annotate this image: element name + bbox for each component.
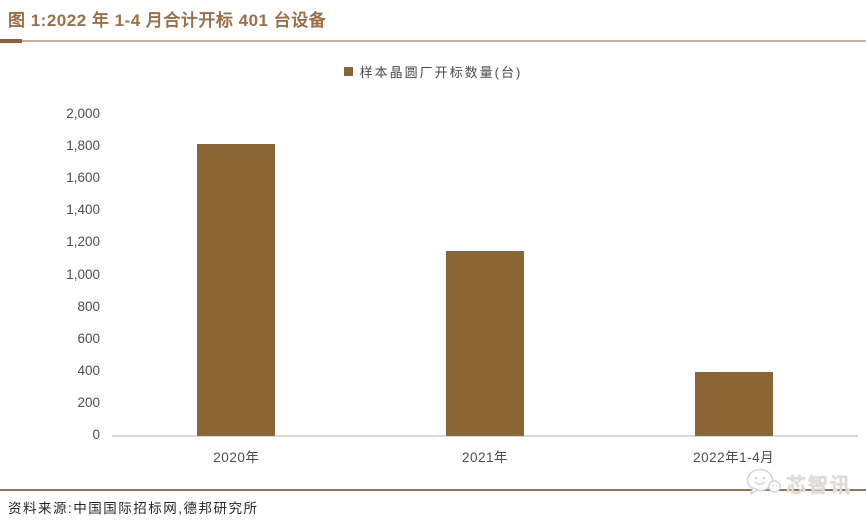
x-axis-tick-label: 2022年1-4月: [693, 450, 775, 465]
title-divider-accent: [0, 39, 22, 43]
bar-2020年: [197, 143, 276, 436]
y-axis-tick-label: 0: [92, 427, 100, 442]
y-axis-tick-label: 1,200: [66, 234, 100, 250]
watermark-text: 芯智讯: [786, 474, 852, 497]
bar-2022年1-4月: [694, 371, 773, 436]
source-note: 资料来源:中国国际招标网,德邦研究所: [8, 501, 259, 516]
y-axis-tick-label: 1,400: [66, 202, 100, 218]
y-axis-tick-label: 800: [77, 298, 100, 314]
x-axis-tick-label: 2021年: [461, 450, 509, 465]
y-axis-tick-label: 2,000: [66, 106, 100, 121]
y-axis-tick-label: 1,000: [66, 266, 100, 282]
x-axis-tick-label: 2020年: [213, 450, 260, 465]
bar-2021年: [446, 251, 524, 436]
footer-divider: [0, 489, 866, 491]
chat-bubble-smiley-icon: [746, 468, 781, 495]
legend-swatch-icon: [343, 67, 353, 76]
y-axis-tick-label: 1,800: [66, 138, 100, 154]
y-axis-tick-label: 400: [77, 362, 100, 378]
legend: 样本晶圆厂开标数量(台): [0, 62, 866, 81]
legend-label: 样本晶圆厂开标数量(台): [359, 65, 523, 80]
watermark: 芯智讯: [746, 468, 852, 498]
y-axis-tick-label: 600: [77, 330, 100, 346]
x-axis-line: [112, 435, 858, 437]
y-axis-tick-label: 1,600: [66, 170, 100, 186]
chart-title: 图 1:2022 年 1-4 月合计开标 401 台设备: [8, 11, 327, 30]
y-axis-tick-label: 200: [77, 394, 100, 410]
title-divider: [0, 40, 866, 42]
